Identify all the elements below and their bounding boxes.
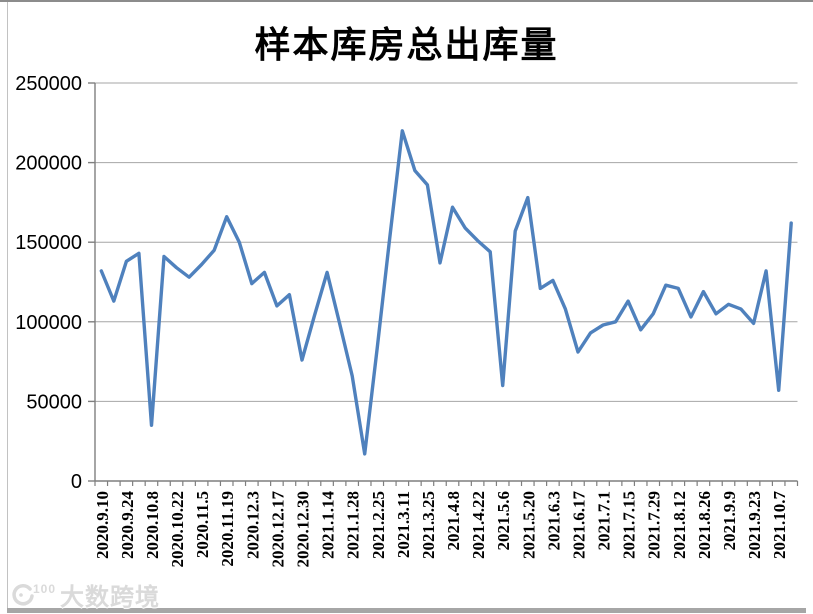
chart-title: 样本库房总出库量 — [254, 24, 559, 66]
x-tick-label: 2021.8.26 — [695, 491, 714, 559]
y-tick-label: 50000 — [26, 391, 82, 413]
x-tick-label: 2021.8.12 — [670, 491, 689, 559]
x-tick-label: 2020.10.8 — [143, 491, 162, 559]
x-tick-label: 2021.9.9 — [720, 491, 739, 551]
x-tick-label: 2021.2.25 — [369, 491, 388, 559]
frame-bottom-border — [7, 608, 806, 613]
x-tick-label: 2021.6.3 — [544, 491, 563, 551]
y-tick-label: 150000 — [15, 232, 82, 254]
y-tick-label: 200000 — [15, 153, 82, 175]
data-line-series — [99, 129, 793, 456]
x-tick-label: 2020.12.17 — [268, 491, 287, 568]
x-tick-label: 2021.3.25 — [419, 491, 438, 559]
x-tick-label: 2021.3.11 — [394, 491, 413, 558]
x-tick-label: 2021.6.17 — [569, 491, 588, 560]
x-tick-label: 2020.11.5 — [193, 491, 212, 558]
x-tick-label: 2021.1.28 — [344, 491, 363, 559]
x-tick-label: 2021.5.20 — [519, 491, 538, 559]
x-tick-label: 2021.7.29 — [645, 491, 664, 559]
x-tick-label: 2021.5.6 — [494, 491, 513, 551]
frame-top-border — [0, 0, 813, 2]
x-tick-label: 2020.9.24 — [118, 491, 137, 560]
x-tick-label: 2020.12.30 — [293, 491, 312, 568]
watermark-logo-icon: 100 — [10, 582, 56, 608]
y-tick-label: 100000 — [15, 312, 82, 334]
x-tick-label: 2020.9.10 — [93, 491, 112, 559]
y-tick-label: 0 — [71, 471, 82, 493]
x-tick-label: 2020.11.19 — [218, 491, 237, 567]
watermark-text: 大数跨境 — [60, 584, 161, 611]
x-tick-label: 2021.4.8 — [444, 491, 463, 551]
x-tick-label: 2021.7.15 — [620, 491, 639, 559]
watermark-logo-100: 100 — [33, 581, 57, 596]
y-tick-label: 250000 — [15, 73, 82, 95]
x-tick-label: 2021.4.22 — [469, 491, 488, 559]
x-tick-label: 2021.10.7 — [770, 491, 789, 560]
x-tick-label: 2021.7.1 — [595, 491, 614, 551]
dashu-kuajing-watermark: 100 大数跨境 — [10, 577, 160, 612]
x-tick-label: 2021.9.23 — [745, 491, 764, 559]
x-tick-label: 2020.10.22 — [168, 491, 187, 568]
x-tick-label: 2020.12.3 — [243, 491, 262, 559]
frame-left-border — [7, 2, 8, 608]
x-tick-label: 2021.1.14 — [319, 491, 338, 560]
